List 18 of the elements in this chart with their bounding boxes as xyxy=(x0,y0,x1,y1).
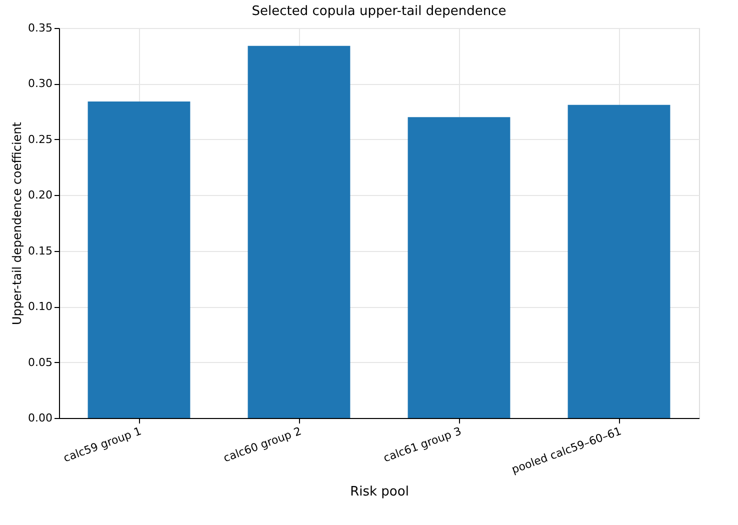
bar xyxy=(248,46,350,418)
y-tick-label: 0.25 xyxy=(28,132,52,146)
y-tick-label: 0.10 xyxy=(28,300,52,314)
y-tick-label: 0.15 xyxy=(28,244,52,258)
x-tick-label: calc61 group 3 xyxy=(382,424,464,465)
y-tick-label: 0.00 xyxy=(28,412,52,424)
bar xyxy=(408,117,510,418)
bar xyxy=(88,102,190,418)
y-tick-label: 0.35 xyxy=(28,22,52,34)
y-tick-label: 0.05 xyxy=(28,356,52,369)
x-tick-label: calc60 group 2 xyxy=(222,424,304,465)
x-axis-title: Risk pool xyxy=(350,484,409,500)
bar xyxy=(568,104,670,418)
chart-title: Selected copula upper-tail dependence xyxy=(252,4,506,19)
y-tick-label: 0.20 xyxy=(28,188,52,202)
x-tick-label: calc59 group 1 xyxy=(62,424,144,465)
y-axis-title: Upper-tail dependence coefficient xyxy=(10,122,24,325)
y-tick-label: 0.30 xyxy=(28,77,52,90)
